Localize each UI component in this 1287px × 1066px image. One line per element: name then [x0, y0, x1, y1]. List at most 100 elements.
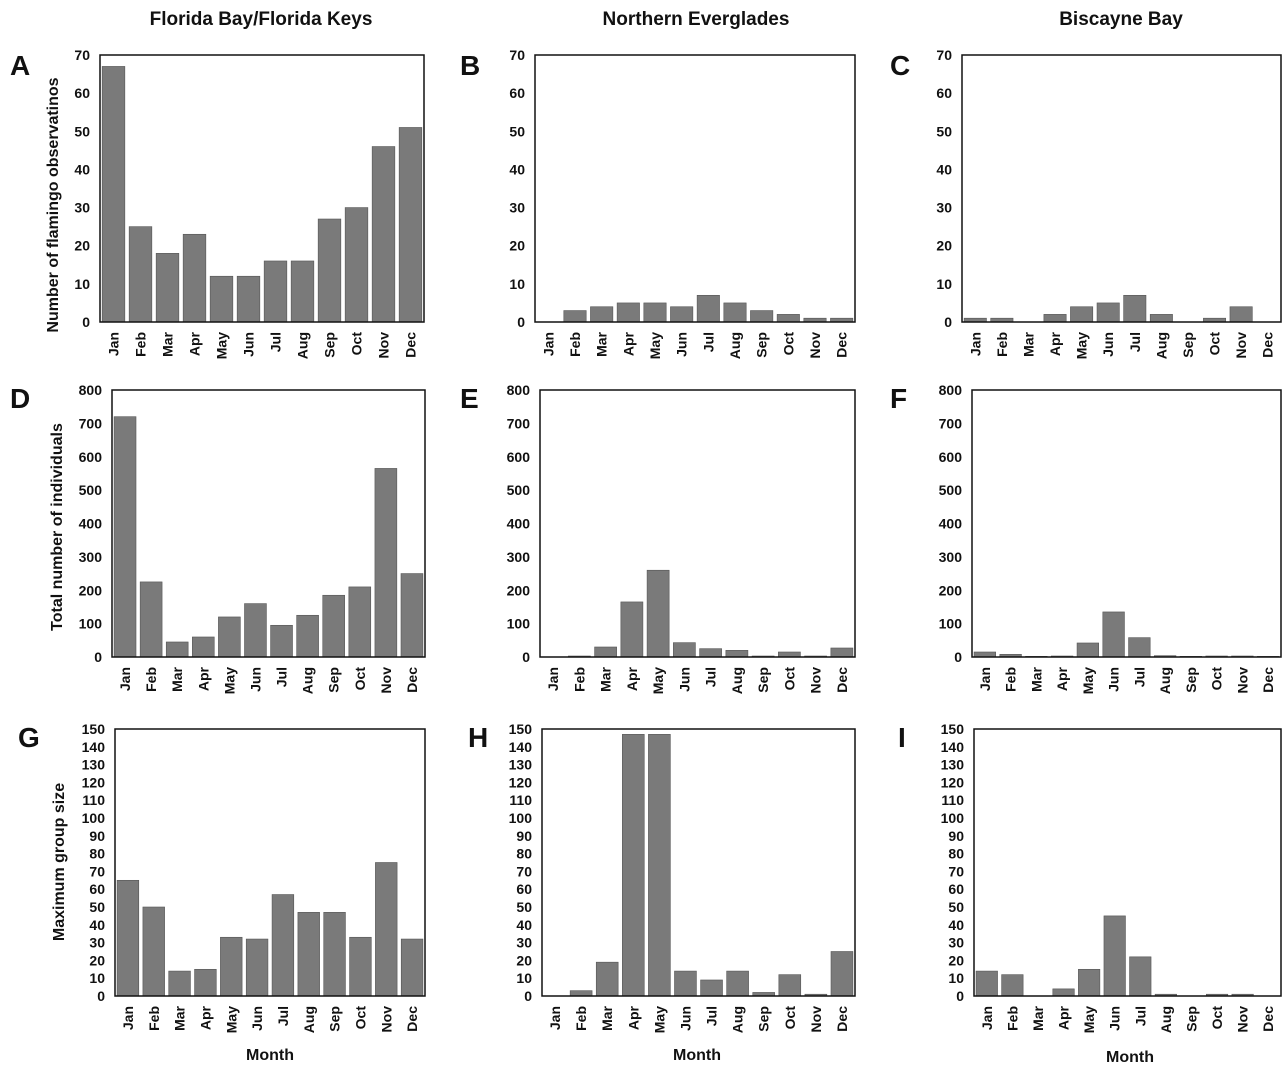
bar-h-apr — [622, 734, 645, 997]
xtick-e-nov: Nov — [808, 667, 824, 694]
xtick-b-feb: Feb — [567, 332, 583, 357]
bar-g-nov — [375, 862, 398, 997]
xtick-g-dec: Dec — [404, 1006, 420, 1032]
xtick-h-sep: Sep — [756, 1006, 772, 1032]
xtick-d-jun: Jun — [247, 667, 263, 692]
ytick-b-40: 40 — [509, 161, 525, 177]
panel-letter-h: H — [468, 722, 488, 753]
ytick-g-20: 20 — [89, 952, 105, 968]
ytick-d-0: 0 — [94, 649, 102, 665]
bar-b-sep — [750, 310, 774, 323]
xtick-b-jul: Jul — [700, 332, 716, 352]
xtick-c-jul: Jul — [1127, 332, 1143, 352]
ytick-i-100: 100 — [941, 810, 965, 826]
panel-letter-b: B — [460, 50, 480, 81]
ytick-e-100: 100 — [507, 616, 531, 632]
ytick-e-400: 400 — [507, 516, 531, 532]
xtick-d-sep: Sep — [326, 667, 342, 693]
xtick-f-apr: Apr — [1054, 666, 1070, 691]
ytick-f-200: 200 — [939, 582, 963, 598]
ytick-i-30: 30 — [948, 935, 964, 951]
ytick-c-40: 40 — [936, 161, 952, 177]
ytick-a-40: 40 — [74, 161, 90, 177]
xtick-e-oct: Oct — [781, 667, 797, 691]
panel-f: F 0 100 200 300 400 500 600 700 800 Jan Feb Mar Apr Ma… — [890, 382, 1282, 694]
xtick-c-dec: Dec — [1260, 332, 1276, 358]
ytick-i-70: 70 — [948, 863, 964, 879]
bar-h-feb — [569, 990, 593, 997]
xtick-b-apr: Apr — [620, 331, 636, 356]
bar-d-apr — [192, 636, 215, 658]
ytick-h-40: 40 — [516, 917, 532, 933]
ytick-c-0: 0 — [944, 314, 952, 330]
xtick-c-jun: Jun — [1100, 332, 1116, 357]
panel-i: I0102030405060708090100110120130140150Ja… — [898, 721, 1282, 1033]
bar-e-jul — [699, 648, 722, 658]
ytick-f-0: 0 — [954, 649, 962, 665]
ytick-i-80: 80 — [948, 846, 964, 862]
bar-b-aug — [723, 302, 747, 323]
ytick-e-300: 300 — [507, 549, 531, 565]
bar-g-dec — [400, 938, 424, 997]
xtick-f-jun: Jun — [1106, 667, 1122, 692]
xtick-i-nov: Nov — [1235, 1006, 1251, 1033]
ytick-c-50: 50 — [936, 123, 952, 139]
xtick-b-nov: Nov — [807, 332, 823, 359]
bar-g-mar — [168, 970, 191, 997]
xtick-b-dec: Dec — [834, 332, 850, 358]
bar-g-oct — [349, 936, 372, 997]
xtick-c-aug: Aug — [1153, 332, 1169, 359]
xtick-d-nov: Nov — [378, 667, 394, 694]
bar-e-dec — [830, 647, 854, 658]
xtick-e-sep: Sep — [755, 667, 771, 693]
panel-h: H0102030405060708090100110120130140150Ja… — [468, 721, 856, 1033]
bar-e-aug — [725, 650, 749, 658]
ytick-e-700: 700 — [507, 415, 531, 431]
bar-h-jul — [700, 979, 723, 997]
xtick-a-oct: Oct — [349, 332, 365, 356]
bar-c-aug — [1149, 314, 1173, 323]
ytick-b-20: 20 — [509, 238, 525, 254]
xlabel-col-1: Month — [246, 1047, 294, 1064]
ytick-g-60: 60 — [89, 881, 105, 897]
ytick-d-600: 600 — [79, 449, 103, 465]
ytick-d-500: 500 — [79, 482, 103, 498]
bar-g-sep — [323, 912, 346, 997]
ytick-h-80: 80 — [516, 846, 532, 862]
panel-g: G0102030405060708090100110120130140150Ja… — [18, 721, 426, 1033]
ytick-d-100: 100 — [79, 616, 103, 632]
bar-g-jun — [245, 938, 269, 997]
bar-b-may — [643, 302, 667, 323]
xtick-a-aug: Aug — [295, 332, 311, 359]
xtick-g-nov: Nov — [378, 1006, 394, 1033]
xtick-i-jun: Jun — [1107, 1006, 1123, 1031]
ytick-f-500: 500 — [939, 482, 963, 498]
xtick-i-sep: Sep — [1183, 1006, 1199, 1032]
bar-i-may — [1078, 968, 1101, 997]
bar-g-jul — [271, 894, 295, 997]
ytick-a-30: 30 — [74, 200, 90, 216]
bar-d-sep — [322, 594, 345, 658]
ylabel-row-1: Number of flamingo observatinos — [45, 77, 62, 332]
bar-c-nov — [1229, 306, 1253, 323]
bar-h-jun — [674, 970, 697, 997]
xtick-h-may: May — [651, 1006, 667, 1033]
bar-e-mar — [594, 646, 617, 658]
ytick-g-140: 140 — [82, 739, 106, 755]
ytick-a-70: 70 — [74, 47, 90, 63]
ytick-f-800: 800 — [939, 382, 963, 398]
xtick-i-jul: Jul — [1132, 1006, 1148, 1026]
bar-a-mar — [155, 253, 180, 323]
xtick-g-aug: Aug — [301, 1006, 317, 1033]
xtick-d-jan: Jan — [117, 667, 133, 691]
ytick-b-50: 50 — [509, 123, 525, 139]
bar-b-oct — [776, 314, 800, 323]
bar-g-aug — [297, 912, 320, 997]
xtick-c-mar: Mar — [1020, 331, 1036, 356]
xtick-h-nov: Nov — [808, 1006, 824, 1033]
bar-d-oct — [348, 586, 372, 658]
xtick-g-jul: Jul — [275, 1006, 291, 1026]
xtick-a-dec: Dec — [403, 332, 419, 358]
xtick-g-apr: Apr — [197, 1005, 213, 1030]
xtick-i-aug: Aug — [1158, 1006, 1174, 1033]
